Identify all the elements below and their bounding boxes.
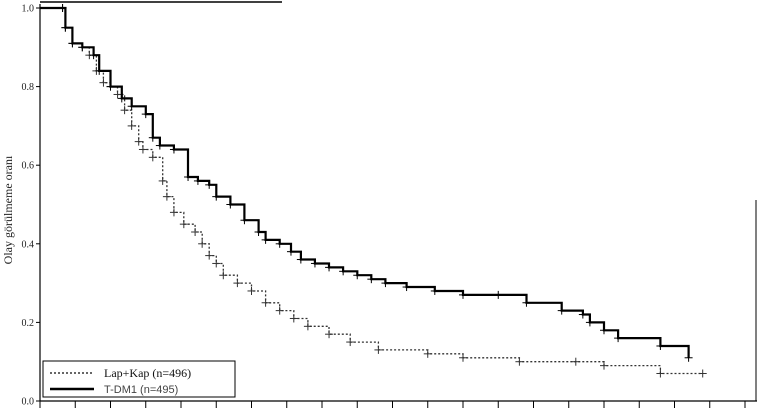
censor-mark [557,306,566,315]
censor-mark [78,43,87,52]
y-ticks: 0.0 0.2 0.4 0.6 0.8 1.0 [22,4,40,408]
censor-mark [275,306,284,315]
censor-mark [247,286,256,295]
censor-mark [193,176,202,185]
censor-mark [68,39,77,48]
censor-mark [515,357,524,366]
censor-mark [148,153,157,162]
censor-mark [148,133,157,142]
censor-mark [339,267,348,276]
censor-mark [127,102,136,111]
censor-mark [494,290,503,299]
censor-mark [585,318,594,327]
censor-mark [423,349,432,358]
censor-mark [127,121,136,130]
censor-mark [226,200,235,209]
censor-mark [113,90,122,99]
censor-mark [233,279,242,288]
censor-mark [325,330,334,339]
y-tick-label: 1.0 [22,4,35,15]
censor-mark [205,251,214,260]
censor-mark [656,369,665,378]
censor-mark [106,82,115,91]
censor-mark [261,298,270,307]
censor-mark [374,345,383,354]
y-tick-label: 0.8 [22,82,35,93]
censor-mark [325,263,334,272]
censor-mark [296,255,305,264]
y-tick-label: 0.4 [22,239,35,250]
censor-mark [120,106,129,115]
censor-mark [600,361,608,370]
censor-mark [346,338,355,347]
censor-mark [117,94,126,103]
y-axis-label: Olay görülmeme oranı [1,155,15,264]
censor-mark [261,235,270,244]
censor-mark [95,66,104,75]
censor-mark [578,310,587,319]
censor-mark [205,180,214,189]
censor-mark [430,286,439,295]
censor-mark [158,176,167,185]
censor-mark [684,353,693,362]
censor-mark [402,283,411,292]
legend-label-lap-kap: Lap+Kap (n=496) [104,366,191,380]
censor-mark [571,357,580,366]
censor-mark [212,259,221,268]
censor-mark [522,298,531,307]
censor-mark [212,192,221,201]
legend-label-tdm1: T-DM1 (n=495) [104,384,178,396]
censor-mark [58,4,67,12]
censor-mark [184,172,193,181]
censor-mark [275,239,284,248]
censor-mark [656,341,665,350]
censor-mark [459,353,467,362]
censor-mark [310,259,319,268]
y-tick-label: 0.0 [22,397,35,408]
censor-mark [191,228,200,237]
censor-mark [169,208,178,217]
censor-mark [600,326,608,335]
censor-mark [286,247,295,256]
censor-mark [155,141,164,150]
legend-box [42,360,236,398]
censor-mark [134,137,143,146]
censor-mark [169,145,178,154]
censor-mark [353,271,362,280]
censor-mark [367,275,376,284]
censor-mark [254,228,263,237]
series-layer [40,4,707,378]
censor-mark [162,192,171,201]
censor-mark [179,220,188,229]
censor-mark [381,279,390,288]
censor-mark [219,271,228,280]
y-tick-label: 0.2 [22,318,35,329]
censor-mark [99,78,108,87]
legend: Lap+Kap (n=496) T-DM1 (n=495) [42,360,236,398]
censor-mark [138,145,147,154]
censor-mark [303,322,312,331]
x-ticks [39,401,746,408]
censor-mark [198,239,207,248]
censor-mark [459,290,467,299]
censor-mark [240,216,249,225]
censor-mark [61,23,70,32]
censor-mark [614,334,623,343]
y-tick-label: 0.6 [22,161,35,172]
censor-mark [89,51,98,60]
censor-mark [698,369,707,378]
censor-mark [289,314,298,323]
censor-mark [141,110,150,119]
